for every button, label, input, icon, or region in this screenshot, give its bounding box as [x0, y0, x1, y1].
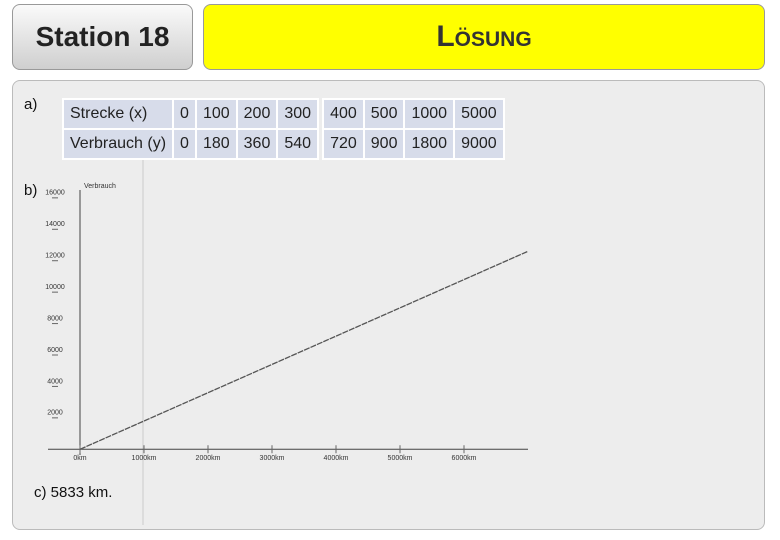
line: [79, 250, 529, 450]
y-axis-label: Verbrauch: [84, 183, 116, 190]
label-c: c) 5833 km.: [34, 484, 113, 501]
x-tick-label: 6000km: [452, 455, 477, 462]
table-cell: 360: [235, 128, 279, 160]
x-tick-label: 3000km: [260, 455, 285, 462]
y-tick-label: 10000: [45, 284, 65, 291]
y-tick-label: 2000: [47, 410, 63, 417]
table-cell: 300: [276, 98, 320, 130]
y-tick-label: 6000: [47, 347, 63, 354]
table-cell: 900: [362, 128, 406, 160]
table-cell: 540: [276, 128, 320, 160]
y-tick-label: 16000: [45, 190, 65, 197]
table-cell: 500: [362, 98, 406, 130]
x-tick-label: 0km: [73, 455, 86, 462]
y-tick-label: 14000: [45, 221, 65, 228]
table-row: Strecke (x) 0 100 200 300 400 500 1000 5000: [61, 98, 505, 130]
table-cell: 0: [172, 128, 197, 160]
label-b: b): [24, 182, 38, 199]
value-table: Strecke (x) 0 100 200 300 400 500 1000 5000 Verbr…: [61, 98, 505, 160]
table-cell: 1800: [403, 128, 456, 160]
y-tick-label: 4000: [47, 378, 63, 385]
solution-box: LÖSUNG: [203, 4, 765, 70]
table-cell: Verbrauch (y): [61, 128, 175, 160]
table-cell: 720: [322, 128, 365, 160]
table-cell: 0: [172, 98, 197, 130]
table-cell: Strecke (x): [61, 98, 175, 130]
table-cell: 9000: [453, 128, 505, 160]
x-tick-label: 4000km: [324, 455, 349, 462]
table-cell: 100: [194, 98, 238, 130]
table-cell: 180: [194, 128, 238, 160]
y-tick-label: 8000: [47, 315, 63, 322]
x-tick-label: 1000km: [132, 455, 157, 462]
table-row: Verbrauch (y) 0 180 360 540 720 900 1800 9000: [61, 128, 505, 160]
table-cell: 5000: [453, 98, 505, 130]
x-tick-label: 2000km: [196, 455, 221, 462]
table-cell: 1000: [403, 98, 456, 130]
x-tick-label: 5000km: [388, 455, 413, 462]
table-cell: 200: [235, 98, 279, 130]
station-box: Station 18: [12, 4, 193, 70]
table-cell: 400: [322, 98, 365, 130]
station-title: Station 18: [35, 21, 170, 52]
label-a: a): [24, 96, 38, 113]
solution-title: LÖSUNG: [436, 20, 532, 53]
y-tick-label: 12000: [45, 253, 65, 260]
